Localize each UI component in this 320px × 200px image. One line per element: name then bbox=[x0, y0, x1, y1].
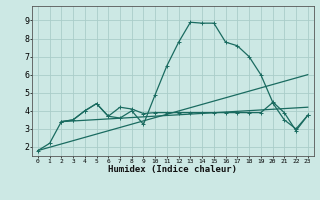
X-axis label: Humidex (Indice chaleur): Humidex (Indice chaleur) bbox=[108, 165, 237, 174]
